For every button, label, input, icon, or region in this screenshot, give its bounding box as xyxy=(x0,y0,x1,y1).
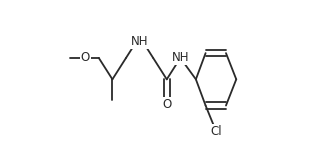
Text: O: O xyxy=(80,51,90,65)
Text: NH: NH xyxy=(131,35,148,48)
Text: NH: NH xyxy=(172,51,189,65)
Text: O: O xyxy=(162,98,171,111)
Text: Cl: Cl xyxy=(211,125,222,138)
